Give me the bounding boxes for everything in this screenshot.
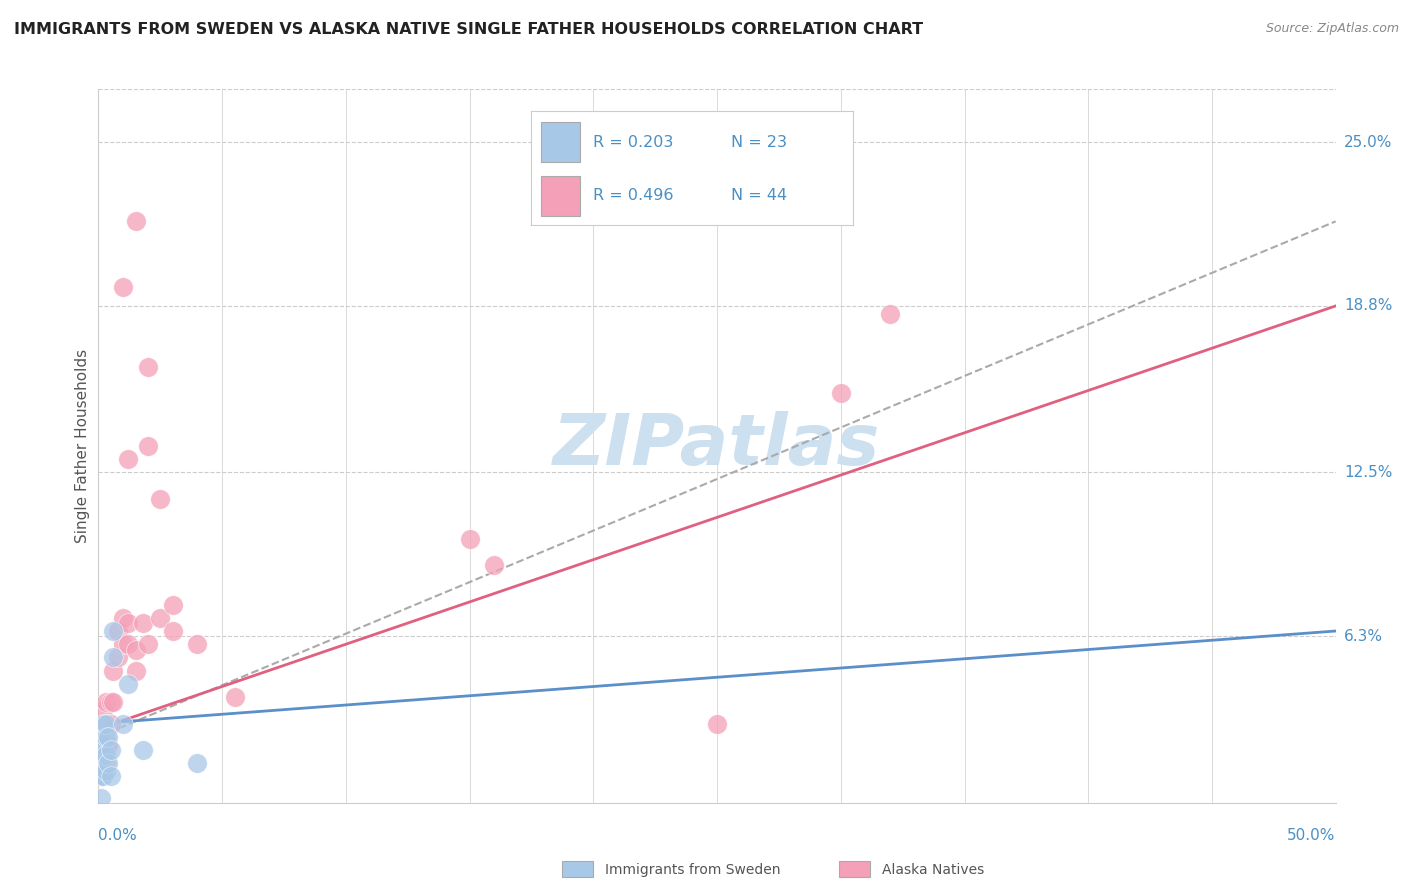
- Point: [94, 748, 117, 763]
- Point: [117, 677, 139, 691]
- Point: [93, 738, 115, 752]
- Point: [484, 558, 506, 572]
- Point: [93, 748, 115, 763]
- Point: [93, 703, 115, 717]
- Y-axis label: Single Father Households: Single Father Households: [75, 349, 90, 543]
- Point: [107, 624, 129, 638]
- Point: [97, 738, 120, 752]
- Point: [706, 716, 728, 731]
- Point: [224, 690, 246, 704]
- Point: [162, 598, 184, 612]
- Point: [103, 624, 125, 638]
- Point: [90, 730, 112, 744]
- Point: [149, 611, 172, 625]
- Text: ZIPatlas: ZIPatlas: [554, 411, 880, 481]
- Point: [90, 769, 112, 783]
- Text: 25.0%: 25.0%: [1344, 135, 1392, 150]
- Text: 12.5%: 12.5%: [1344, 465, 1392, 480]
- Point: [879, 307, 901, 321]
- FancyBboxPatch shape: [541, 176, 579, 216]
- Point: [90, 743, 112, 757]
- Point: [136, 439, 159, 453]
- Point: [100, 769, 122, 783]
- Text: R = 0.203: R = 0.203: [592, 135, 673, 150]
- Point: [124, 642, 146, 657]
- Text: 6.3%: 6.3%: [1344, 629, 1384, 644]
- Point: [93, 769, 115, 783]
- Point: [107, 650, 129, 665]
- Point: [112, 611, 135, 625]
- Point: [162, 624, 184, 638]
- Point: [90, 730, 112, 744]
- FancyBboxPatch shape: [541, 122, 579, 162]
- Point: [97, 716, 120, 731]
- Point: [117, 637, 139, 651]
- Point: [149, 491, 172, 506]
- Text: R = 0.496: R = 0.496: [592, 188, 673, 203]
- Point: [100, 743, 122, 757]
- Point: [93, 743, 115, 757]
- Text: 0.0%: 0.0%: [98, 828, 138, 843]
- Point: [124, 214, 146, 228]
- Text: Immigrants from Sweden: Immigrants from Sweden: [605, 863, 780, 877]
- Point: [94, 695, 117, 709]
- Point: [830, 386, 852, 401]
- Point: [90, 756, 112, 771]
- Point: [132, 616, 155, 631]
- Point: [94, 764, 117, 778]
- Point: [186, 756, 208, 771]
- Point: [100, 695, 122, 709]
- Point: [124, 664, 146, 678]
- Point: [112, 716, 135, 731]
- Point: [94, 756, 117, 771]
- Point: [97, 756, 120, 771]
- Point: [94, 738, 117, 752]
- Point: [93, 764, 115, 778]
- Text: N = 44: N = 44: [731, 188, 787, 203]
- Point: [132, 743, 155, 757]
- Point: [136, 359, 159, 374]
- Point: [94, 716, 117, 731]
- Text: Alaska Natives: Alaska Natives: [882, 863, 984, 877]
- Text: IMMIGRANTS FROM SWEDEN VS ALASKA NATIVE SINGLE FATHER HOUSEHOLDS CORRELATION CHA: IMMIGRANTS FROM SWEDEN VS ALASKA NATIVE …: [14, 22, 924, 37]
- Point: [93, 722, 115, 736]
- Point: [94, 716, 117, 731]
- Point: [186, 637, 208, 651]
- Point: [90, 743, 112, 757]
- Point: [90, 756, 112, 771]
- Point: [103, 695, 125, 709]
- Point: [117, 616, 139, 631]
- Point: [103, 650, 125, 665]
- Text: 18.8%: 18.8%: [1344, 299, 1392, 313]
- Point: [112, 637, 135, 651]
- Point: [458, 532, 481, 546]
- Point: [112, 280, 135, 294]
- Text: 50.0%: 50.0%: [1288, 828, 1336, 843]
- Point: [90, 790, 112, 805]
- Point: [100, 716, 122, 731]
- Point: [97, 730, 120, 744]
- Text: N = 23: N = 23: [731, 135, 787, 150]
- Point: [94, 730, 117, 744]
- Point: [136, 637, 159, 651]
- Point: [90, 769, 112, 783]
- Point: [117, 452, 139, 467]
- Point: [93, 716, 115, 731]
- Point: [103, 664, 125, 678]
- Text: Source: ZipAtlas.com: Source: ZipAtlas.com: [1265, 22, 1399, 36]
